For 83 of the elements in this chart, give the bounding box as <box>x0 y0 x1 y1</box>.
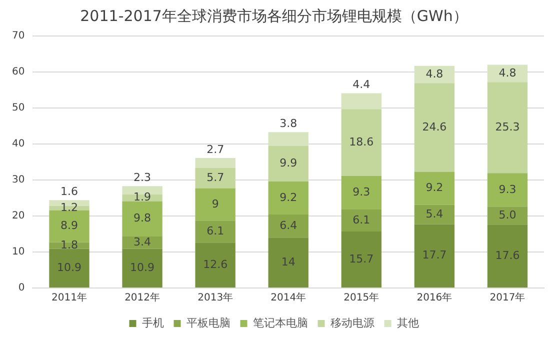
data-label: 14 <box>281 255 296 268</box>
y-tick-label: 60 <box>12 66 25 78</box>
y-tick-label: 40 <box>12 138 25 150</box>
data-label: 18.6 <box>349 135 374 148</box>
data-label: 24.6 <box>422 120 447 134</box>
bar <box>341 109 382 176</box>
legend-label: 平板电脑 <box>186 316 230 330</box>
data-label: 4.4 <box>352 78 370 92</box>
bar <box>341 93 382 110</box>
bar <box>487 82 528 174</box>
data-label: 9.2 <box>426 181 444 194</box>
bar <box>49 248 90 288</box>
data-label: 9.8 <box>134 212 152 225</box>
data-label: 1.8 <box>60 238 78 252</box>
bar <box>268 146 308 182</box>
bar <box>341 176 382 210</box>
legend-label: 手机 <box>142 316 164 330</box>
y-tick-label: 50 <box>12 102 25 114</box>
y-tick-label: 70 <box>12 30 25 42</box>
x-tick-label: 2014年 <box>270 292 306 304</box>
bar <box>268 181 308 215</box>
y-tick-label: 30 <box>12 174 25 186</box>
data-label: 9.3 <box>498 182 516 196</box>
x-tick-label: 2015年 <box>344 292 380 304</box>
bar <box>122 201 162 237</box>
bar <box>195 242 236 288</box>
bar <box>122 236 162 249</box>
data-label: 12.6 <box>203 258 228 271</box>
bar <box>487 224 528 288</box>
data-label: 17.6 <box>495 248 520 262</box>
bar <box>268 214 308 238</box>
data-label: 17.7 <box>422 248 447 262</box>
y-tick-label: 10 <box>12 246 25 258</box>
chart-title: 2011-2017年全球消费市场各细分市场锂电规模（GWh） <box>80 6 468 25</box>
x-tick-label: 2011年 <box>52 292 87 304</box>
data-label: 3.4 <box>134 236 152 248</box>
data-label: 6.4 <box>280 218 298 232</box>
data-label: 3.8 <box>280 116 298 130</box>
data-label: 9.3 <box>352 186 370 199</box>
data-label: 9.9 <box>280 156 298 170</box>
legend-label: 笔记本电脑 <box>252 316 308 330</box>
x-tick-label: 2017年 <box>490 292 526 304</box>
legend-label: 其他 <box>396 316 419 330</box>
bar <box>414 83 455 172</box>
bar <box>195 220 236 243</box>
data-label: 5.4 <box>426 207 444 220</box>
bar <box>195 168 236 188</box>
data-label: 5.0 <box>498 208 516 222</box>
y-tick-label: 0 <box>18 282 25 294</box>
x-tick-label: 2012年 <box>124 292 160 304</box>
bar <box>414 204 455 224</box>
data-label: 10.9 <box>56 260 82 274</box>
data-label: 15.7 <box>349 252 374 266</box>
data-label: 2.7 <box>206 142 224 156</box>
data-label: 1.2 <box>60 200 78 214</box>
bar <box>414 224 455 288</box>
data-label: 9.2 <box>280 190 298 204</box>
data-label: 4.8 <box>498 66 516 80</box>
data-label: 1.6 <box>60 185 78 198</box>
bar <box>122 248 162 288</box>
y-tick-label: 20 <box>12 210 25 222</box>
bar <box>341 210 382 232</box>
bar <box>414 172 455 205</box>
data-label: 10.9 <box>130 260 155 274</box>
data-label: 1.9 <box>134 190 152 204</box>
bar <box>268 238 308 288</box>
data-label: 2.3 <box>134 170 152 184</box>
data-label: 9 <box>212 197 219 210</box>
data-label: 5.7 <box>206 170 224 184</box>
bar <box>341 231 382 288</box>
bar <box>487 173 528 207</box>
x-tick-label: 2016年 <box>416 292 452 304</box>
x-tick-label: 2013年 <box>198 292 234 304</box>
data-label: 25.3 <box>495 120 520 134</box>
data-label: 8.9 <box>60 219 78 232</box>
data-label: 4.8 <box>426 67 444 80</box>
data-label: 6.1 <box>206 224 224 238</box>
data-label: 6.1 <box>352 213 370 226</box>
legend-label: 移动电源 <box>330 316 374 330</box>
bar <box>268 132 308 146</box>
bar <box>195 158 236 168</box>
bar <box>195 188 236 221</box>
bar <box>487 206 528 225</box>
